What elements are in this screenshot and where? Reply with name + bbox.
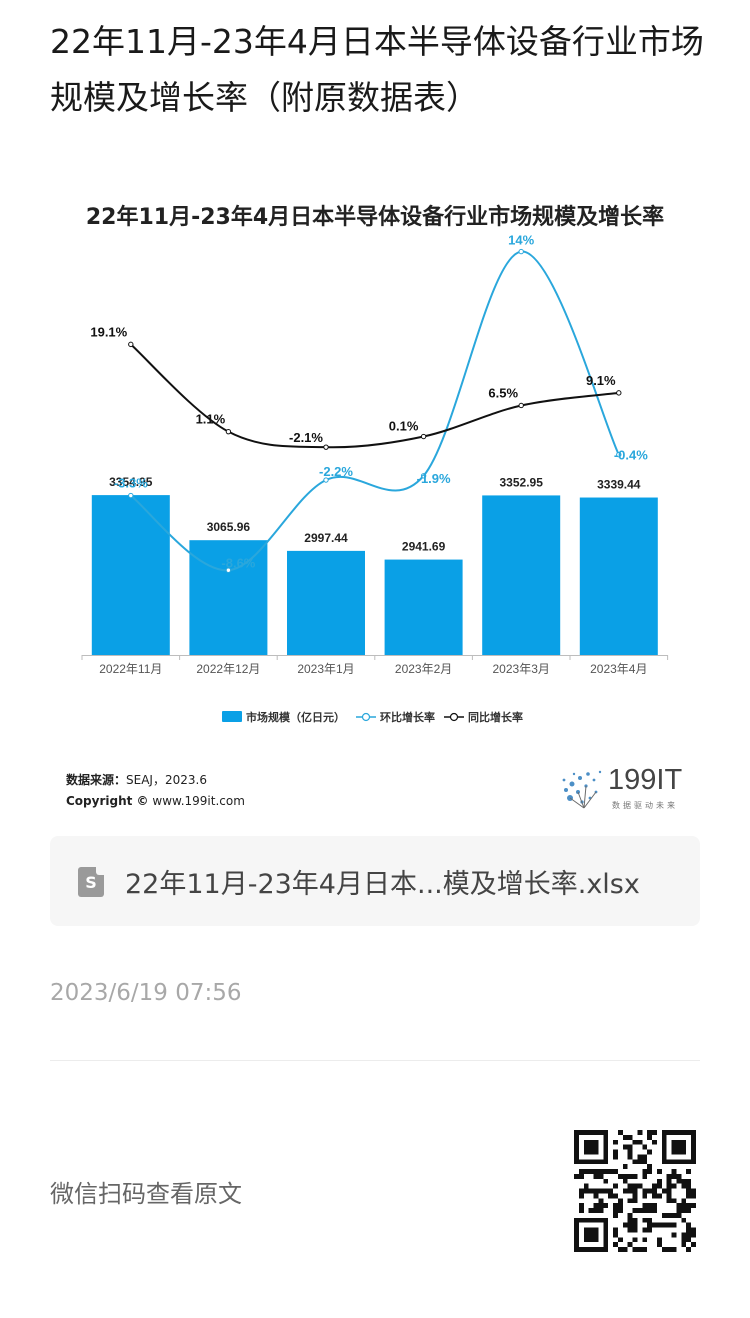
chart-title: 22年11月-23年4月日本半导体设备行业市场规模及增长率	[85, 205, 665, 230]
yoy-line	[130, 343, 619, 449]
yoy-label: 6.5%	[488, 385, 518, 400]
legend-bar-label: 市场规模（亿日元）	[246, 710, 345, 724]
bar	[482, 495, 561, 655]
scan-prompt: 微信扫码查看原文	[50, 1180, 242, 1208]
mom-label: 14%	[508, 233, 534, 248]
bar	[91, 495, 170, 655]
bar	[287, 550, 365, 655]
bar-value-label: 3354.95	[109, 475, 153, 489]
chart-svg: 3354.95 3065.96 2997.44 2941.69 3352.95 3339.…	[81, 233, 669, 724]
legend-yoy-label: 同比增长率	[468, 710, 523, 724]
bar	[579, 497, 658, 655]
mom-point	[518, 248, 524, 255]
legend-mom-label: 环比增长率	[380, 710, 435, 724]
yoy-label: 1.1%	[196, 412, 226, 427]
yoy-label: 9.1%	[586, 373, 616, 388]
divider	[50, 1060, 700, 1061]
dandelion-icon	[562, 770, 602, 809]
mom-point	[420, 473, 427, 479]
bar	[189, 540, 268, 655]
yoy-label: 0.1%	[389, 419, 419, 434]
mom-label: -3.3%	[114, 476, 148, 491]
source-value: SEAJ，2023.6	[126, 773, 207, 787]
x-tick-label: 2023年4月	[590, 662, 647, 676]
article-title: 22年11月-23年4月日本半导体设备行业市场规模及增长率（附原数据表）	[50, 22, 704, 117]
mom-point	[323, 477, 329, 483]
mom-point	[128, 492, 134, 499]
bar-value-label: 2997.44	[304, 531, 348, 545]
yoy-label: -2.1%	[289, 430, 323, 445]
source-note: 数据来源：SEAJ，2023.6 Copyright © www.199it.c…	[66, 770, 245, 812]
yoy-point	[225, 428, 232, 435]
yoy-point	[323, 444, 329, 450]
file-icon-letter: S	[85, 873, 97, 892]
bar-value-label: 3352.95	[500, 475, 544, 489]
x-tick-label: 2023年2月	[395, 662, 452, 676]
qr-code-icon[interactable]	[574, 1130, 696, 1252]
bar	[384, 559, 463, 655]
attachment-file-name[interactable]: 22年11月-23年4月日本...模及增长率.xlsx	[125, 869, 640, 900]
mom-label: -1.9%	[417, 471, 451, 486]
mom-label: -2.2%	[319, 464, 353, 479]
yoy-point	[128, 341, 134, 348]
spreadsheet-file-icon: S	[78, 867, 104, 897]
copyright-value: www.199it.com	[152, 794, 245, 808]
publish-timestamp: 2023/6/19 07:56	[50, 980, 242, 1006]
mom-point	[616, 451, 622, 458]
bar-value-label: 3339.44	[597, 478, 641, 492]
legend-yoy-marker	[449, 712, 459, 722]
bar-value-label: 2941.69	[402, 540, 446, 554]
yoy-point	[518, 402, 524, 409]
logo-text: 199IT	[608, 764, 683, 796]
legend-mom-marker	[361, 712, 371, 722]
source-label: 数据来源：	[66, 773, 127, 787]
chart-card: 22年11月-23年4月日本半导体设备行业市场规模及增长率 3354.95 306…	[40, 185, 720, 825]
yoy-label: 19.1%	[90, 324, 127, 339]
mom-label: -0.4%	[614, 448, 648, 463]
x-tick-label: 2022年11月	[99, 662, 162, 676]
logo-tagline: 数据驱动未来	[612, 801, 678, 810]
legend-bar-swatch	[222, 711, 242, 722]
mom-point	[225, 567, 232, 573]
yoy-point	[616, 390, 622, 396]
copyright-label: Copyright ©	[66, 794, 149, 808]
brand-logo: 199IT 数据驱动未来	[560, 764, 700, 810]
x-tick-label: 2022年12月	[196, 662, 260, 676]
yoy-point	[420, 433, 427, 440]
bar-value-label: 3065.96	[207, 520, 251, 534]
x-tick-label: 2023年3月	[493, 662, 550, 676]
mom-label: -8.6%	[221, 555, 255, 570]
x-tick-label: 2023年1月	[297, 662, 354, 676]
attachment-card[interactable]: S 22年11月-23年4月日本...模及增长率.xlsx	[50, 836, 700, 926]
